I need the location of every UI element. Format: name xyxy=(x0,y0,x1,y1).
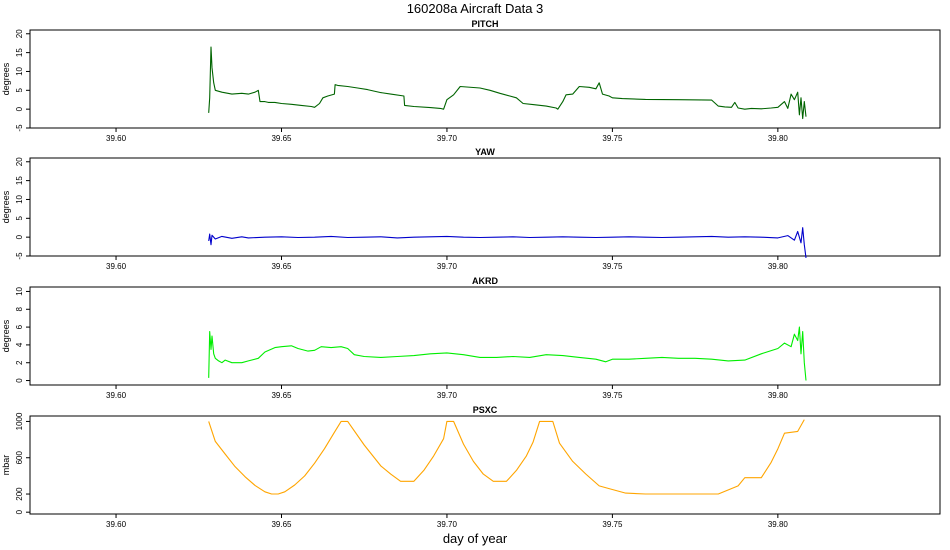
pitch-xtick-label: 39.70 xyxy=(437,134,458,143)
akrd-xtick-label: 39.75 xyxy=(602,391,623,400)
akrd-xtick-label: 39.60 xyxy=(106,391,127,400)
yaw-panel: YAW degrees -5 0 5 10 15 20 39.60 39.65 39.70 39.75… xyxy=(1,147,941,271)
akrd-ytick-label: 4 xyxy=(15,342,24,347)
yaw-xtick-label: 39.60 xyxy=(106,262,127,271)
pitch-title: PITCH xyxy=(472,19,499,29)
pitch-xtick-label: 39.75 xyxy=(602,134,623,143)
psxc-frame xyxy=(29,415,941,515)
pitch-panel: PITCH degrees -5 0 5 10 15 20 39.60 39.65 39.70 39.… xyxy=(1,19,941,143)
yaw-ytick-label: 0 xyxy=(15,234,24,239)
psxc-series-line xyxy=(208,419,805,495)
yaw-ylabel: degrees xyxy=(1,190,11,223)
akrd-xtick-label: 39.80 xyxy=(768,391,789,400)
akrd-ytick-label: 2 xyxy=(15,360,24,365)
yaw-frame xyxy=(29,157,941,257)
akrd-ytick-label: 10 xyxy=(15,286,24,295)
psxc-xtick-label: 39.75 xyxy=(602,520,623,529)
akrd-xtick-label: 39.70 xyxy=(437,391,458,400)
psxc-panel: PSXC mbar 0 200 600 1000 39.60 39.65 39.70 39.75 3… xyxy=(1,405,941,529)
akrd-xtick-label: 39.65 xyxy=(271,391,292,400)
akrd-panel: AKRD degrees 0 2 4 6 8 10 39.60 39.65 39.70 39.75 39… xyxy=(1,276,941,400)
akrd-ylabel: degrees xyxy=(1,319,11,352)
yaw-ytick-label: 20 xyxy=(15,157,24,166)
yaw-title: YAW xyxy=(475,147,495,157)
x-axis-label: day of year xyxy=(442,531,508,546)
yaw-xtick-label: 39.75 xyxy=(602,262,623,271)
pitch-ytick-label: -5 xyxy=(15,124,24,132)
pitch-xtick-label: 39.80 xyxy=(768,134,789,143)
akrd-ytick-label: 6 xyxy=(15,324,24,329)
psxc-ytick-label: 200 xyxy=(15,487,24,501)
akrd-series-line xyxy=(208,326,807,381)
psxc-xtick-label: 39.65 xyxy=(271,520,292,529)
yaw-ytick-label: 15 xyxy=(15,176,24,185)
akrd-frame xyxy=(29,286,941,386)
psxc-title: PSXC xyxy=(473,405,498,415)
akrd-title: AKRD xyxy=(472,276,498,286)
psxc-ytick-label: 600 xyxy=(15,451,24,465)
pitch-xtick-label: 39.60 xyxy=(106,134,127,143)
pitch-ytick-label: 10 xyxy=(15,66,24,75)
psxc-ytick-label: 1000 xyxy=(15,412,24,430)
akrd-ytick-label: 8 xyxy=(15,306,24,311)
yaw-xtick-label: 39.70 xyxy=(437,262,458,271)
pitch-ytick-label: 15 xyxy=(15,48,24,57)
yaw-ytick-label: 5 xyxy=(15,216,24,221)
yaw-ytick-label: -5 xyxy=(15,252,24,260)
pitch-xtick-label: 39.65 xyxy=(271,134,292,143)
pitch-ytick-label: 5 xyxy=(15,88,24,93)
yaw-ytick-label: 10 xyxy=(15,194,24,203)
pitch-ylabel: degrees xyxy=(1,62,11,95)
yaw-xtick-label: 39.65 xyxy=(271,262,292,271)
psxc-xtick-label: 39.80 xyxy=(768,520,789,529)
psxc-ylabel: mbar xyxy=(1,455,11,476)
psxc-ytick-label: 0 xyxy=(15,509,24,514)
pitch-ytick-label: 20 xyxy=(15,29,24,38)
pitch-series-line xyxy=(208,46,807,120)
yaw-series-line xyxy=(208,227,807,258)
yaw-xtick-label: 39.80 xyxy=(768,262,789,271)
akrd-ytick-label: 0 xyxy=(15,378,24,383)
pitch-ytick-label: 0 xyxy=(15,106,24,111)
psxc-xtick-label: 39.60 xyxy=(106,520,127,529)
psxc-xtick-label: 39.70 xyxy=(437,520,458,529)
pitch-frame xyxy=(29,29,941,129)
figure-title: 160208a Aircraft Data 3 xyxy=(406,1,544,16)
